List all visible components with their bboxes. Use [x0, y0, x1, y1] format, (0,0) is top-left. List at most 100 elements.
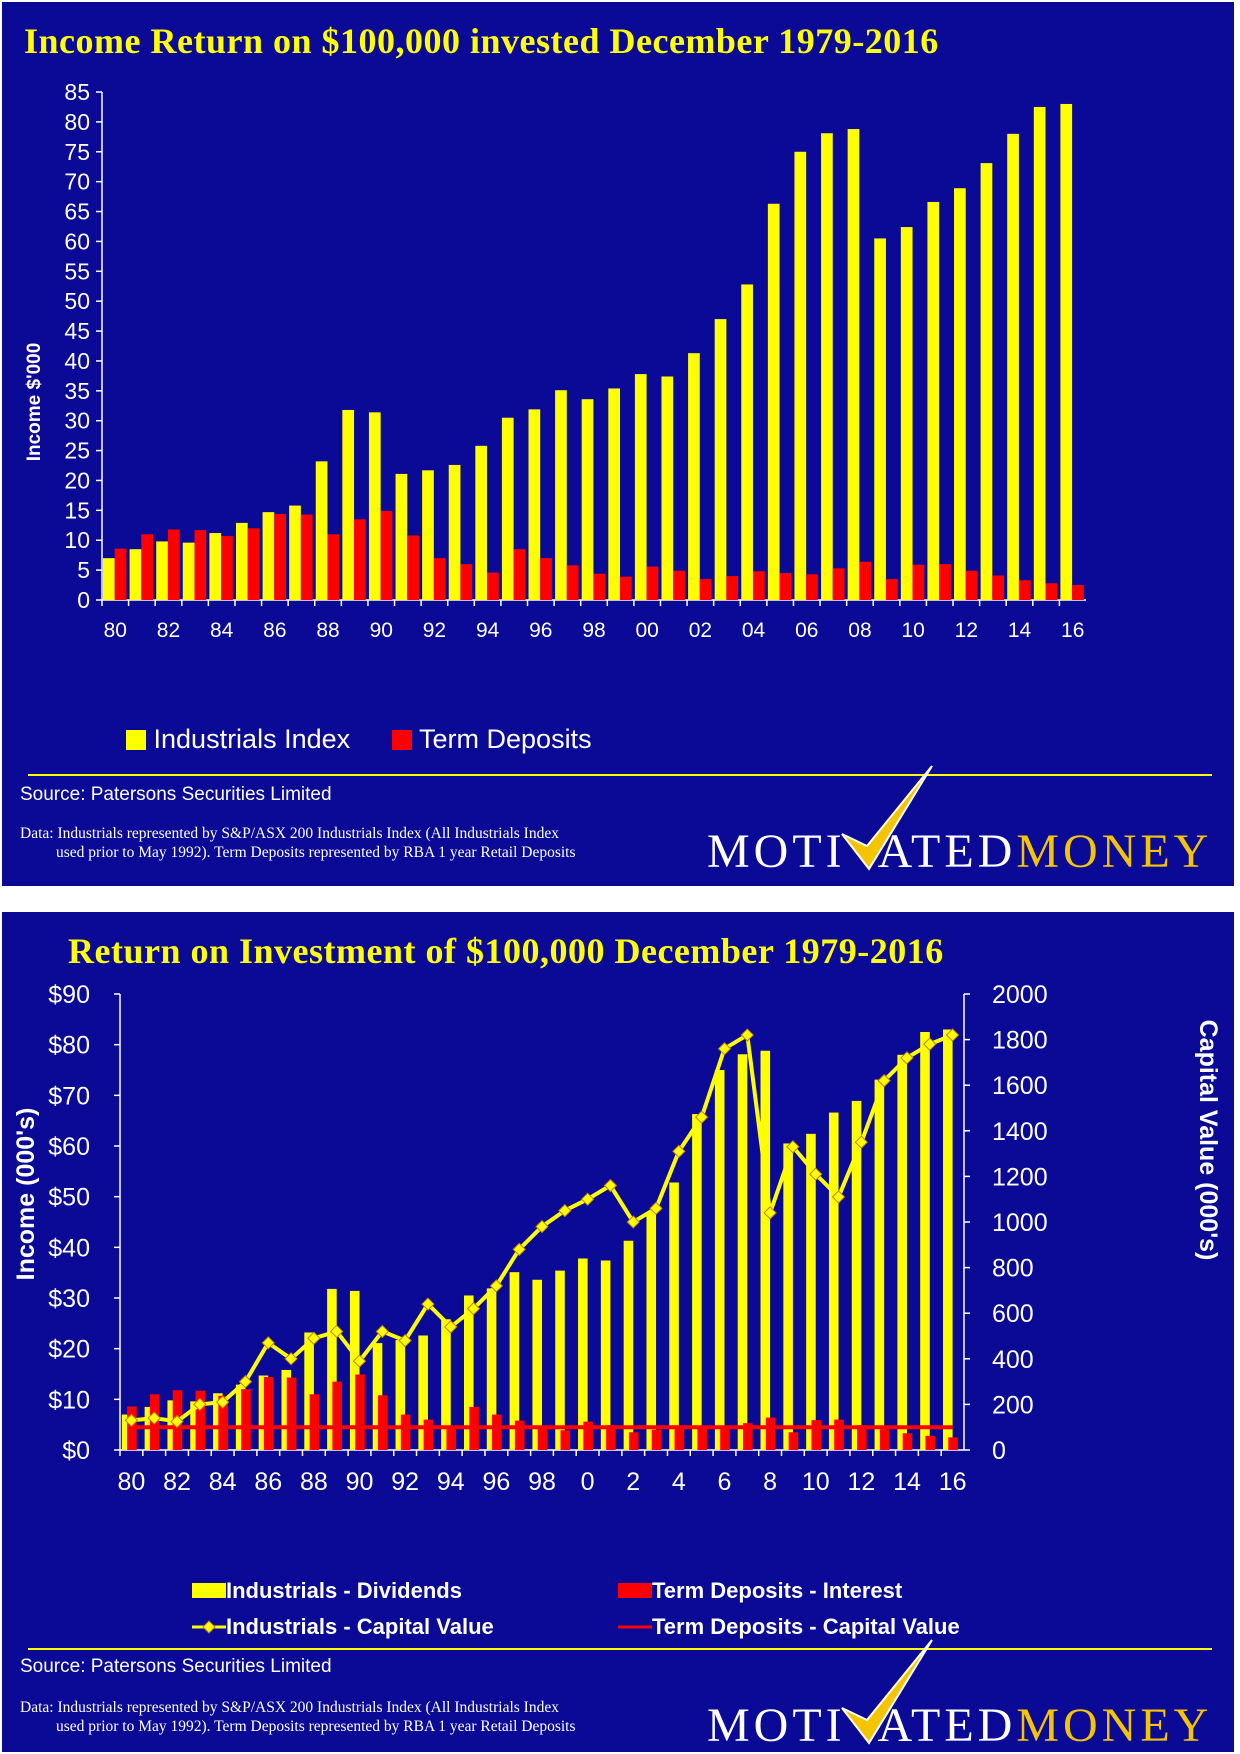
y-tick-label: $80 [48, 1032, 90, 1060]
x-tick-labels: 80 82 84 86 88 90 92 94 96 98 00 02 04 06 08 10 12 14 16 [104, 619, 1085, 642]
bar-term-deposits [806, 574, 818, 600]
legend-label: Industrials Index [153, 724, 351, 754]
x-tick-label: 96 [529, 619, 552, 642]
legend-label: Term Deposits - Interest [652, 1578, 903, 1603]
legend-swatch-yellow [192, 1583, 226, 1598]
point-industrials-capital-value [900, 1051, 914, 1065]
bar-term-deposits-interest [423, 1419, 434, 1450]
chart-lines [124, 1028, 960, 1430]
y-tick-label: 15 [64, 497, 90, 523]
bar-industrials [1033, 106, 1046, 601]
bar-industrials [209, 533, 222, 600]
bar-term-deposits [300, 514, 313, 600]
x-tick-label: 16 [1061, 619, 1084, 642]
bar-industrials-dividends [463, 1295, 474, 1450]
x-tick-label: 92 [391, 1468, 419, 1496]
bar-term-deposits [407, 535, 419, 600]
y2-tick-label: 1600 [992, 1072, 1048, 1100]
bar-industrials-dividends [555, 1270, 565, 1450]
bar-industrials-dividends [920, 1032, 930, 1450]
point-industrials-capital-value [329, 1324, 344, 1339]
bar-term-deposits-interest [583, 1421, 593, 1450]
y-tick-label: 45 [64, 318, 90, 344]
bar-industrials-dividends [281, 1369, 292, 1450]
x-tick-label: 16 [939, 1468, 967, 1496]
bar-term-deposits-interest [309, 1394, 320, 1450]
bar-industrials-dividends [441, 1319, 451, 1450]
bar-industrials [1060, 103, 1073, 600]
point-industrials-capital-value [284, 1352, 298, 1366]
y-tick-label: $60 [48, 1133, 90, 1161]
legend-swatch-red [392, 730, 412, 750]
y-tick-label: 40 [64, 348, 90, 374]
bar-term-deposits-interest [560, 1430, 571, 1450]
bar-industrials [395, 473, 408, 600]
bar-term-deposits [566, 565, 579, 600]
bar-term-deposits [619, 576, 632, 600]
x-tick-labels: 80 82 84 86 88 90 92 94 96 98 0 2 4 6 8 10 12 14 16 [117, 1468, 966, 1496]
chart-title: Return on Investment of $100,000 Decembe… [68, 931, 944, 971]
x-tick-label: 06 [795, 619, 818, 642]
point-industrials-capital-value [375, 1324, 390, 1339]
bar-term-deposits-interest [697, 1427, 707, 1450]
bar-industrials-dividends [851, 1100, 862, 1450]
point-industrials-capital-value [831, 1190, 846, 1204]
x-tick-label: 98 [528, 1468, 556, 1496]
point-industrials-capital-value [923, 1037, 937, 1051]
bar-industrials [847, 129, 860, 600]
x-tick-label: 94 [437, 1468, 465, 1496]
bar-industrials [767, 203, 780, 600]
chart-title: Income Return on $100,000 invested Decem… [24, 21, 939, 61]
x-tick-label: 02 [689, 619, 712, 642]
checkmark-icon [841, 1639, 933, 1745]
bar-industrials-dividends [532, 1279, 542, 1450]
bar-industrials-dividends [304, 1332, 314, 1450]
bar-term-deposits [939, 564, 951, 600]
bar-industrials-dividends [943, 1029, 953, 1450]
y-tick-label: 30 [64, 408, 90, 434]
bar-industrials [289, 505, 301, 600]
bar-term-deposits [221, 536, 233, 600]
data-note-line1: Data: Industrials represented by S&P/ASX… [20, 825, 559, 842]
point-industrials-capital-value [261, 1336, 275, 1350]
point-industrials-capital-value [444, 1320, 458, 1334]
x-tick-label: 14 [893, 1468, 921, 1496]
point-industrials-capital-value [238, 1374, 253, 1389]
y2-tick-label: 2000 [992, 981, 1048, 1009]
bar-term-deposits [593, 573, 606, 600]
bar-term-deposits-interest [925, 1435, 936, 1450]
y-tick-label: $20 [48, 1336, 90, 1364]
point-industrials-capital-value [398, 1333, 412, 1348]
bar-term-deposits-interest [446, 1426, 457, 1450]
bar-industrials-dividends [760, 1050, 771, 1450]
bar-industrials-dividends [121, 1414, 132, 1450]
bar-industrials [501, 417, 514, 600]
point-industrials-capital-value [466, 1301, 481, 1316]
y2-tick-label: 1200 [992, 1163, 1048, 1191]
bar-term-deposits [832, 568, 845, 600]
bar-term-deposits [487, 572, 499, 600]
bar-term-deposits-interest [218, 1395, 228, 1450]
x-tick-label: 80 [117, 1468, 145, 1496]
data-note-line2: used prior to May 1992). Term Deposits r… [56, 1718, 576, 1735]
bar-industrials-dividends [395, 1340, 406, 1450]
y2-tick-label: 400 [992, 1346, 1034, 1374]
point-industrials-capital-value [489, 1279, 504, 1293]
point-industrials-capital-value [786, 1140, 800, 1154]
y-tick-label: 10 [64, 527, 90, 553]
bar-term-deposits [114, 548, 127, 600]
bar-industrials [634, 374, 647, 600]
x-tick-label: 94 [476, 619, 500, 642]
point-industrials-capital-value [945, 1028, 960, 1042]
y2-tick-label: 1000 [992, 1209, 1048, 1237]
bar-industrials [129, 549, 142, 600]
bar-term-deposits-interest [400, 1414, 411, 1450]
x-tick-label: 86 [254, 1468, 282, 1496]
point-industrials-capital-value [717, 1042, 732, 1056]
bar-industrials-dividends [258, 1375, 269, 1450]
y2-tick-label: 800 [992, 1255, 1034, 1283]
bar-industrials [741, 284, 753, 600]
y-tick-label: 20 [64, 467, 90, 493]
bar-term-deposits [1045, 583, 1058, 600]
